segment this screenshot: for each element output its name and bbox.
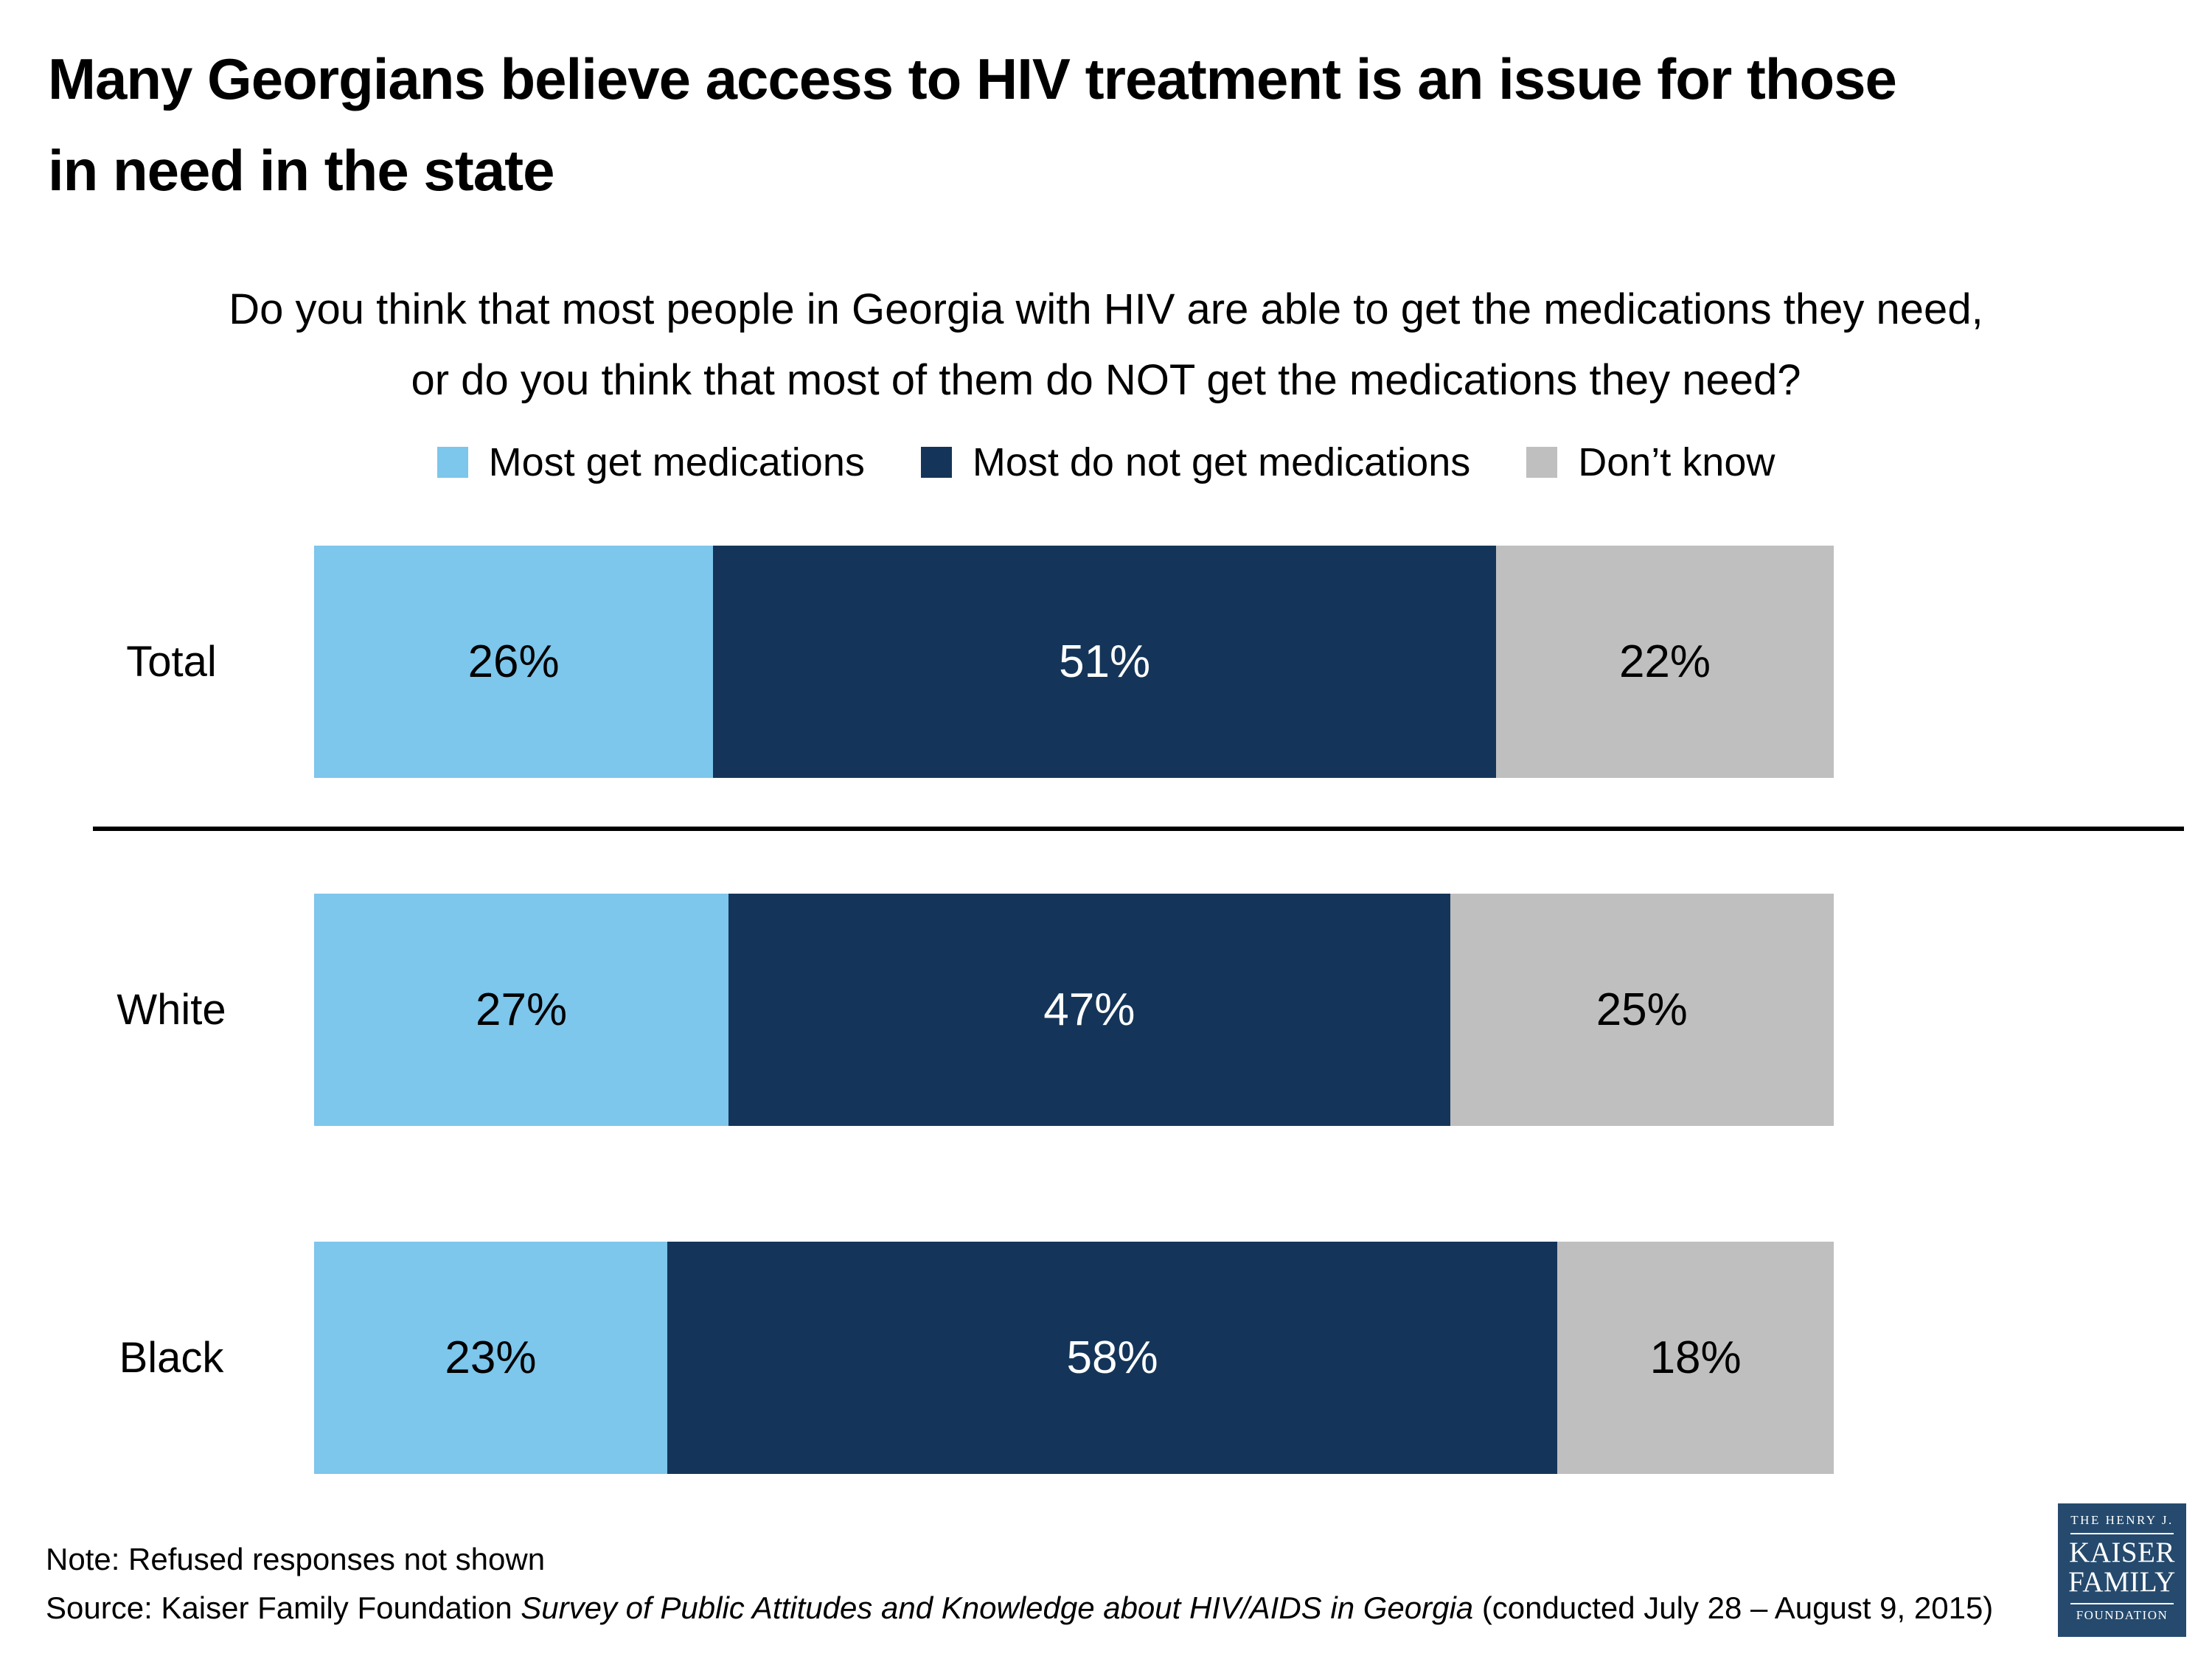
legend-item-most-get-medications: Most get medications	[437, 439, 865, 485]
segment-value-label: 47%	[1043, 984, 1135, 1035]
legend-label-dont-know: Don’t know	[1578, 440, 1775, 484]
logo-text-the-henry-j: THE HENRY J.	[2070, 1513, 2174, 1527]
legend-swatch-most-do-not-get-medications	[920, 447, 952, 478]
page-title-line-2: in need in the state	[48, 138, 554, 203]
chart-legend: Most get medications Most do not get med…	[0, 439, 2212, 485]
bar-black: 23% 58% 18%	[314, 1242, 1834, 1474]
legend-label-most-do-not-get-medications: Most do not get medications	[972, 440, 1471, 484]
source-text: Source: Kaiser Family Foundation Survey …	[46, 1584, 2000, 1632]
kff-logo: THE HENRY J. KAISER FAMILY FOUNDATION	[2058, 1503, 2186, 1637]
source-survey-title: Survey of Public Attitudes and Knowledge…	[521, 1590, 1474, 1625]
source-suffix: (conducted July 28 – August 9, 2015)	[1473, 1590, 1994, 1625]
bar-total: 26% 51% 22%	[314, 546, 1834, 778]
bar-segment-most-get-medications-total: 26%	[314, 546, 714, 778]
segment-value-label: 22%	[1618, 636, 1711, 687]
logo-rule-top	[2070, 1533, 2174, 1534]
logo-text-family: FAMILY	[2068, 1566, 2176, 1598]
footnotes: Note: Refused responses not shown Source…	[46, 1535, 2000, 1632]
page-title-line-1: Many Georgians believe access to HIV tre…	[48, 46, 1897, 111]
bar-segment-most-do-not-get-medications-black: 58%	[667, 1242, 1558, 1474]
segment-value-label: 51%	[1059, 636, 1151, 687]
survey-question-line-2: or do you think that most of them do NOT…	[411, 356, 1801, 404]
survey-question: Do you think that most people in Georgia…	[0, 274, 2212, 416]
note-text: Note: Refused responses not shown	[46, 1542, 546, 1576]
legend-item-most-do-not-get-medications: Most do not get medications	[920, 439, 1471, 485]
segment-value-label: 26%	[467, 636, 560, 687]
legend-swatch-most-get-medications	[437, 447, 468, 478]
bar-white: 27% 47% 25%	[314, 894, 1834, 1126]
bar-segment-dont-know-black: 18%	[1557, 1242, 1834, 1474]
bar-row-black: Black 23% 58% 18%	[0, 1242, 2212, 1474]
survey-question-line-1: Do you think that most people in Georgia…	[229, 285, 1983, 333]
row-label-total: Total	[126, 638, 217, 686]
logo-text-foundation: FOUNDATION	[2076, 1608, 2168, 1622]
logo-text-kaiser: KAISER	[2069, 1537, 2175, 1568]
segment-value-label: 25%	[1596, 984, 1688, 1035]
bar-segment-dont-know-total: 22%	[1495, 546, 1834, 778]
segment-value-label: 23%	[445, 1332, 537, 1383]
bar-segment-most-get-medications-white: 27%	[314, 894, 729, 1126]
bar-segment-most-get-medications-black: 23%	[314, 1242, 667, 1474]
segment-value-label: 58%	[1066, 1332, 1158, 1383]
segment-value-label: 27%	[475, 984, 568, 1035]
total-section-divider-line	[93, 827, 2184, 831]
source-prefix: Source: Kaiser Family Foundation	[46, 1590, 521, 1625]
page-title: Many Georgians believe access to HIV tre…	[48, 33, 2179, 216]
segment-value-label: 18%	[1649, 1332, 1742, 1383]
legend-label-most-get-medications: Most get medications	[488, 440, 865, 484]
bar-segment-most-do-not-get-medications-total: 51%	[713, 546, 1496, 778]
legend-item-dont-know: Don’t know	[1526, 439, 1775, 485]
bar-segment-dont-know-white: 25%	[1450, 894, 1834, 1126]
row-label-white: White	[116, 986, 226, 1034]
bar-row-total: Total 26% 51% 22%	[0, 546, 2212, 778]
legend-swatch-dont-know	[1526, 447, 1558, 478]
logo-rule-bottom	[2070, 1603, 2174, 1604]
bar-segment-most-do-not-get-medications-white: 47%	[728, 894, 1450, 1126]
row-label-black: Black	[119, 1334, 224, 1382]
bar-row-white: White 27% 47% 25%	[0, 894, 2212, 1126]
